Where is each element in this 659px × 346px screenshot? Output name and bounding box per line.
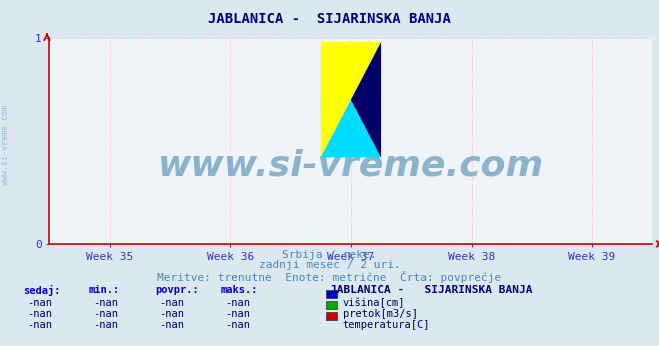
Text: JABLANICA -  SIJARINSKA BANJA: JABLANICA - SIJARINSKA BANJA [208,12,451,26]
Text: www.si-vreme.com: www.si-vreme.com [1,105,10,185]
Text: -nan: -nan [159,309,184,319]
Text: www.si-vreme.com: www.si-vreme.com [158,149,544,183]
Text: pretok[m3/s]: pretok[m3/s] [343,309,418,319]
Text: -nan: -nan [27,309,52,319]
Text: -nan: -nan [93,298,118,308]
Text: -nan: -nan [225,309,250,319]
Text: -nan: -nan [93,309,118,319]
Text: -nan: -nan [93,320,118,330]
Text: -nan: -nan [27,298,52,308]
Text: povpr.:: povpr.: [155,285,198,295]
Text: -nan: -nan [225,320,250,330]
Polygon shape [351,42,381,157]
Polygon shape [321,42,381,157]
Polygon shape [321,42,381,157]
Text: Meritve: trenutne  Enote: metrične  Črta: povprečje: Meritve: trenutne Enote: metrične Črta: … [158,271,501,283]
Text: -nan: -nan [27,320,52,330]
Text: -nan: -nan [159,298,184,308]
Text: -nan: -nan [159,320,184,330]
Text: zadnji mesec / 2 uri.: zadnji mesec / 2 uri. [258,260,401,270]
Text: temperatura[C]: temperatura[C] [343,320,430,330]
Text: -nan: -nan [225,298,250,308]
Text: JABLANICA -   SIJARINSKA BANJA: JABLANICA - SIJARINSKA BANJA [330,285,532,295]
Text: sedaj:: sedaj: [23,285,61,297]
Text: maks.:: maks.: [221,285,258,295]
Text: min.:: min.: [89,285,120,295]
Text: Srbija / reke.: Srbija / reke. [282,250,377,260]
Text: višina[cm]: višina[cm] [343,298,405,308]
